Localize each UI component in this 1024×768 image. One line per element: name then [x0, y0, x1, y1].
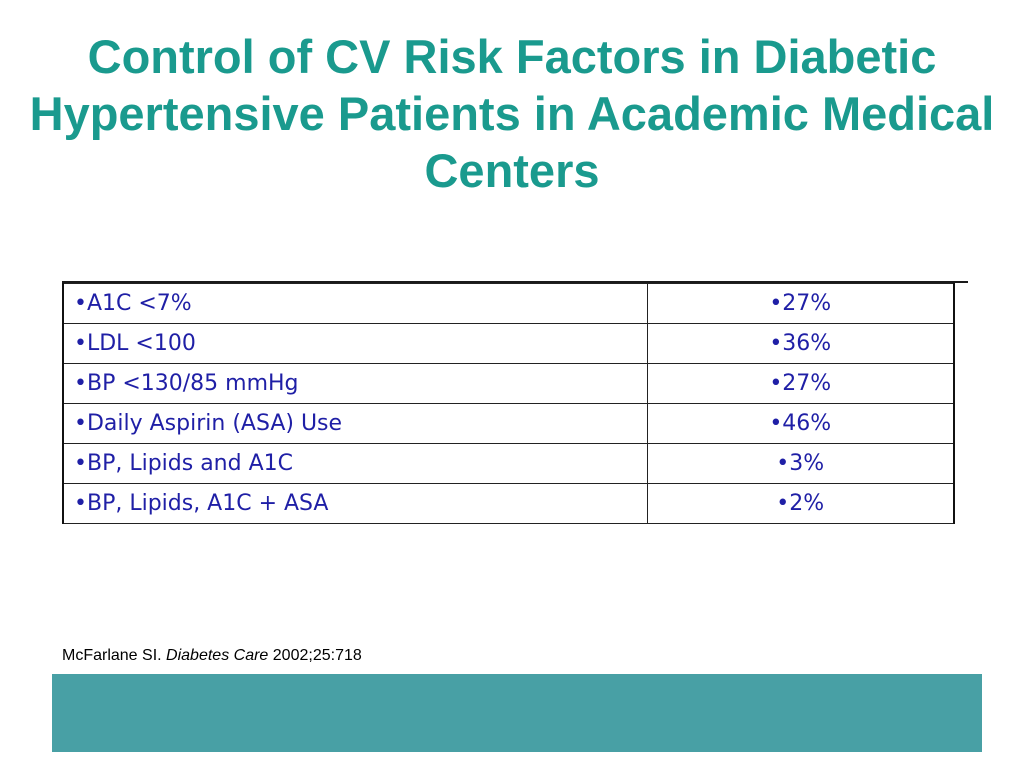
table-row: •A1C <7% •27%	[62, 283, 955, 324]
risk-factor-label: •LDL <100	[62, 323, 648, 364]
table-row: •LDL <100 •36%	[62, 323, 955, 364]
citation: McFarlane SI. Diabetes Care 2002;25:718	[62, 647, 362, 665]
risk-factor-value: •36%	[646, 323, 955, 364]
table-row: •BP, Lipids, A1C + ASA •2%	[62, 483, 955, 524]
table-top-rule	[62, 281, 968, 283]
slide-title: Control of CV Risk Factors in Diabetic H…	[29, 30, 995, 197]
risk-factor-value: •3%	[646, 443, 955, 484]
table-row: •BP <130/85 mmHg •27%	[62, 363, 955, 404]
citation-journal: Diabetes Care	[166, 647, 269, 664]
risk-factor-label: •A1C <7%	[62, 283, 648, 324]
risk-factor-label: •BP, Lipids and A1C	[62, 443, 648, 484]
risk-factor-value: •2%	[646, 483, 955, 524]
table-row: •Daily Aspirin (ASA) Use •46%	[62, 403, 955, 444]
table-row: •BP, Lipids and A1C •3%	[62, 443, 955, 484]
citation-details: 2002;25:718	[272, 647, 362, 664]
risk-factor-label: •BP, Lipids, A1C + ASA	[62, 483, 648, 524]
risk-factor-label: •BP <130/85 mmHg	[62, 363, 648, 404]
citation-author: McFarlane SI.	[62, 647, 162, 664]
risk-factor-value: •46%	[646, 403, 955, 444]
risk-factor-table: •A1C <7% •27% •LDL <100 •36% •BP <130/85…	[62, 283, 955, 524]
risk-factor-value: •27%	[646, 363, 955, 404]
risk-factor-label: •Daily Aspirin (ASA) Use	[62, 403, 648, 444]
footer-band	[52, 674, 982, 752]
risk-factor-value: •27%	[646, 283, 955, 324]
